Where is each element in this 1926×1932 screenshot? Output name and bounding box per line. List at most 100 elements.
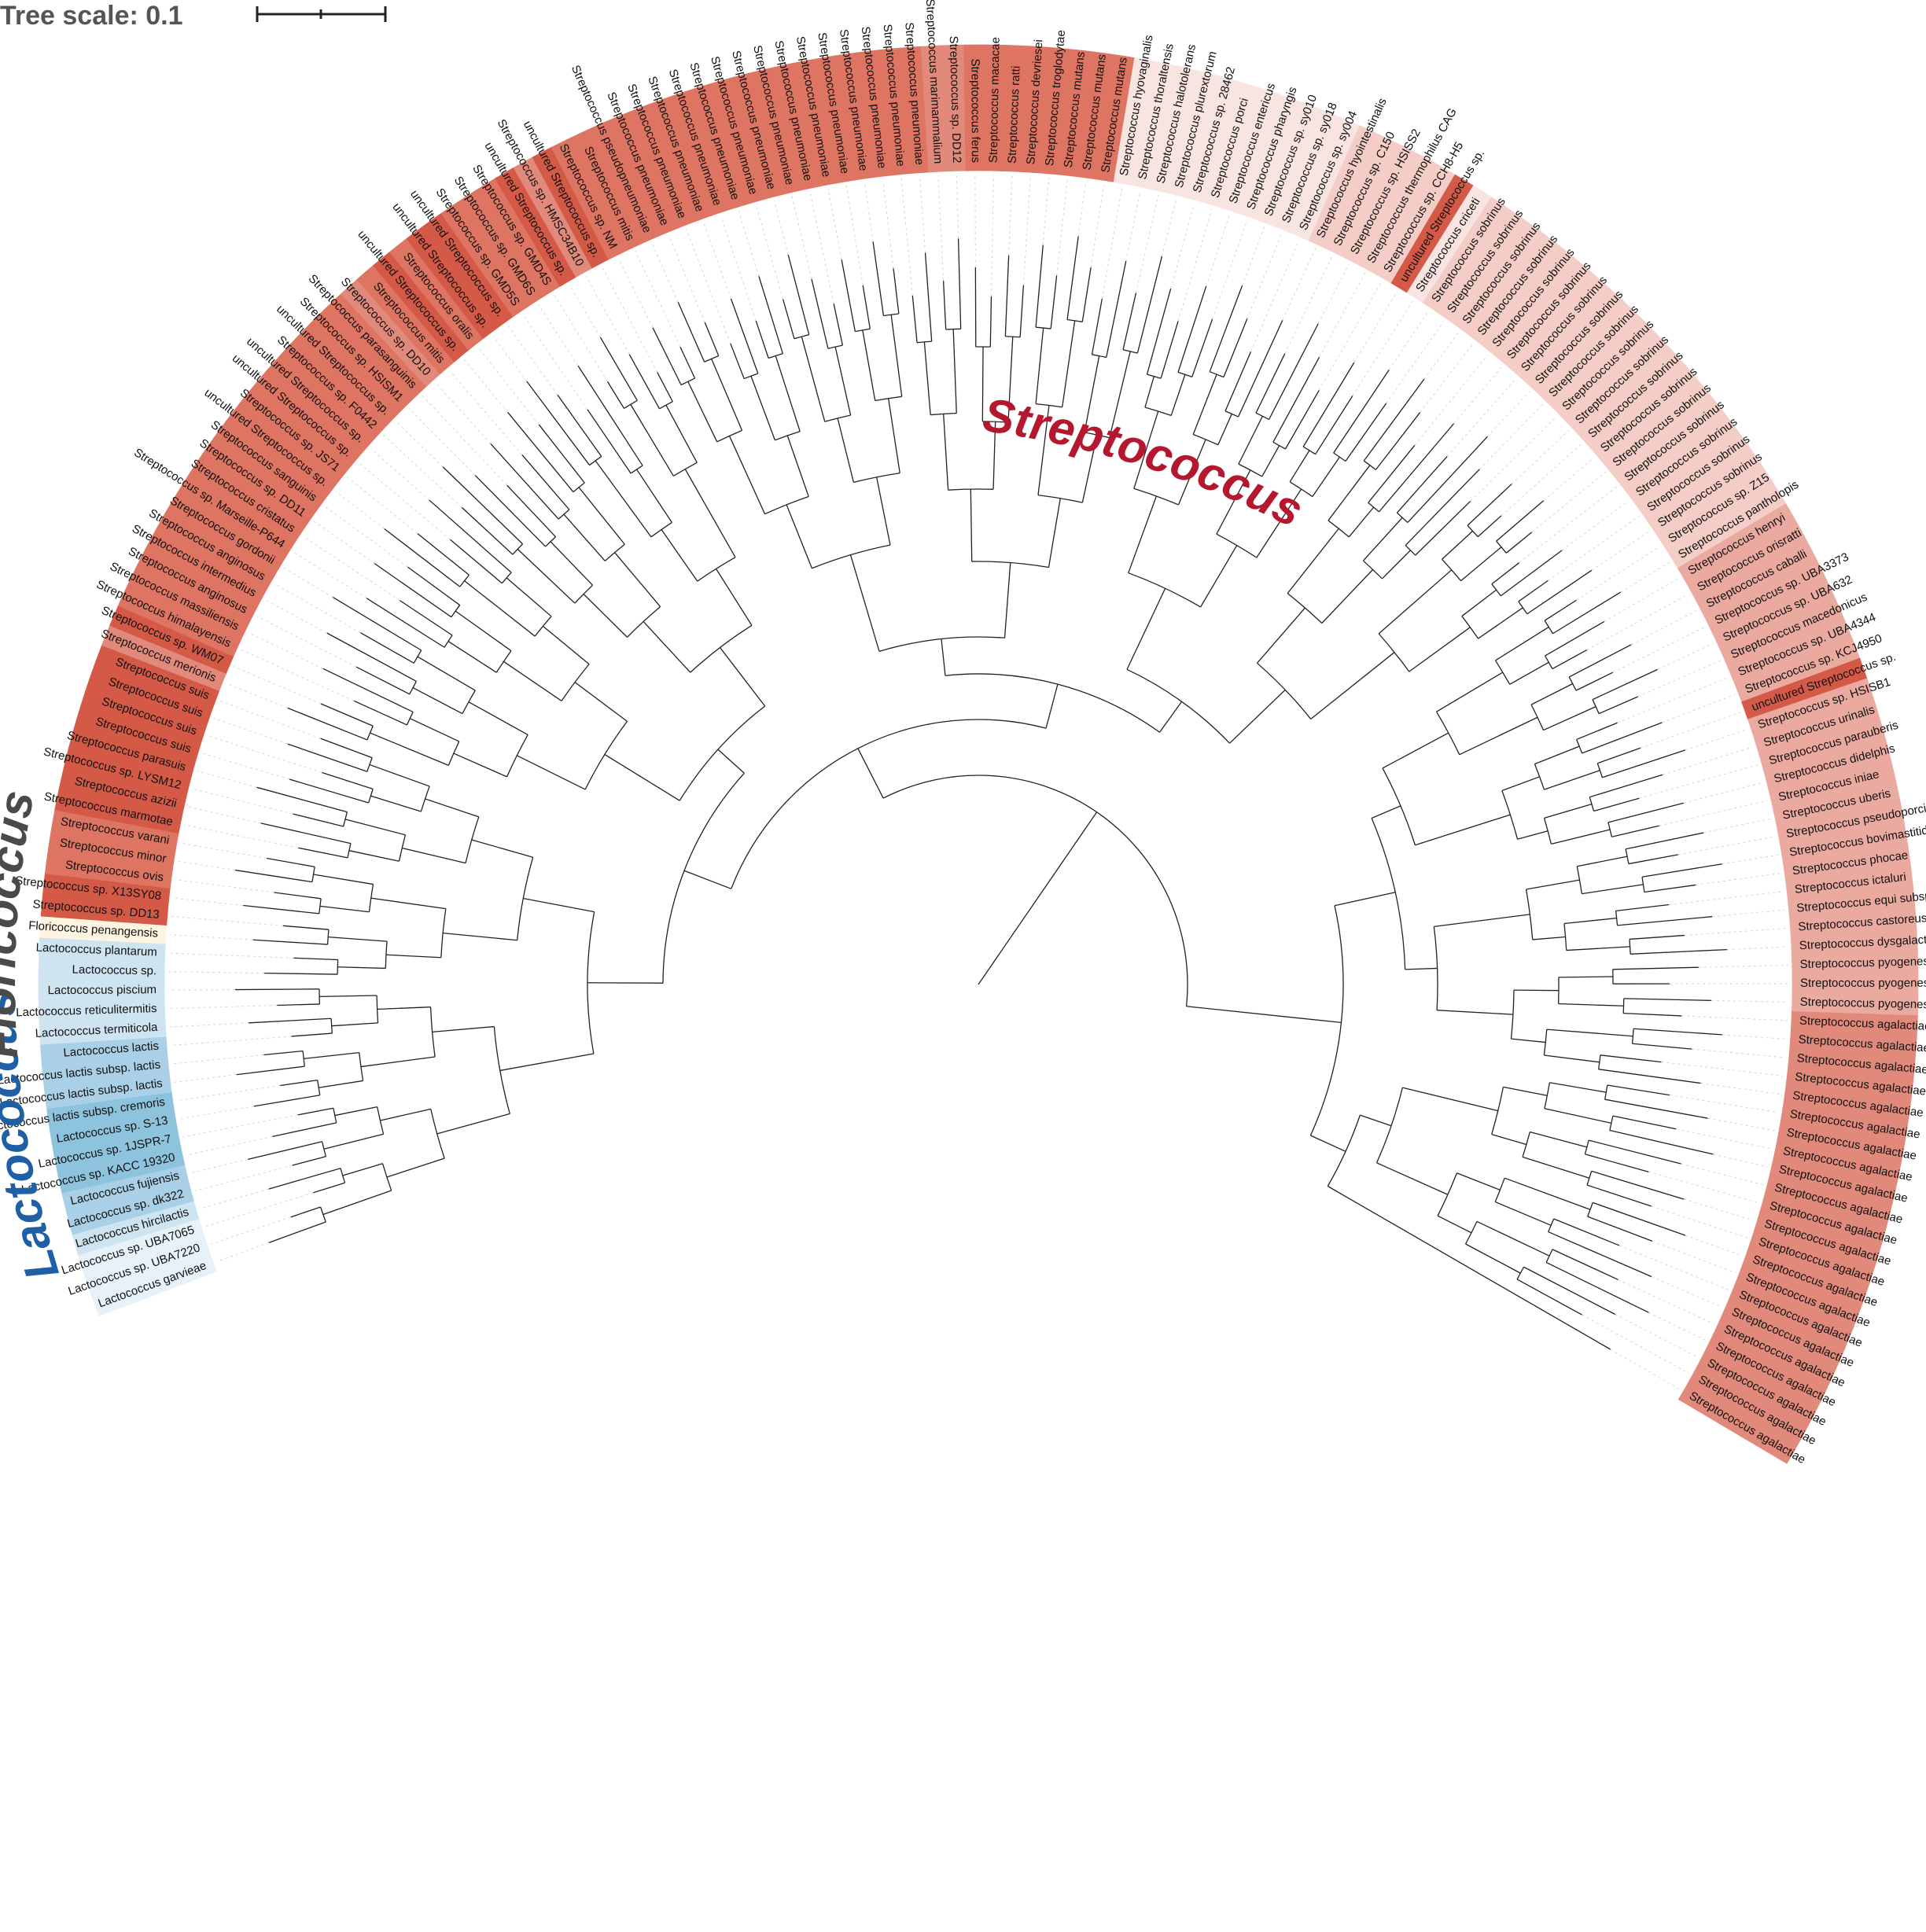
tree-branch (882, 775, 1188, 1006)
tree-branch (313, 1182, 345, 1194)
tree-branch (1526, 879, 1580, 890)
leaf-guide-line (1604, 577, 1680, 622)
tree-branch (1004, 255, 1010, 337)
tree-branch (872, 241, 885, 316)
tree-branch (1375, 1087, 1403, 1164)
tree-branch (1362, 517, 1403, 561)
tree-branch (366, 598, 445, 648)
tree-branch (328, 936, 388, 942)
tree-branch (1170, 374, 1186, 416)
leaf-guide-lines (168, 175, 1789, 1390)
tree-branch (436, 1113, 510, 1135)
tree-branch (862, 285, 871, 329)
tree-branch (690, 624, 753, 673)
taxon-label: Streptococcus ratti (1005, 65, 1022, 164)
tree-branch (386, 1157, 445, 1178)
taxon-color-ring (38, 44, 1919, 1464)
leaf-guide-line (1696, 872, 1781, 885)
tree-branch (1261, 445, 1280, 477)
tree-branch (1552, 649, 1588, 670)
tree-branch (1379, 423, 1455, 513)
leaf-guide-line (1420, 343, 1474, 413)
tree-branch (1229, 689, 1286, 744)
tree-branch (1407, 436, 1488, 523)
tree-branch (334, 1106, 377, 1117)
tree-branch (264, 972, 338, 975)
tree-branch (1224, 351, 1252, 411)
tree-branch (730, 343, 745, 379)
tree-branch (1321, 569, 1374, 624)
tree-branch (1402, 1087, 1498, 1112)
tree-branch (1544, 803, 1593, 819)
tree-branch (1159, 701, 1183, 733)
leaf-guide-line (216, 1242, 270, 1262)
tree-branch (1577, 856, 1628, 867)
leaf-guide-line (703, 222, 732, 300)
tree-branch (659, 401, 673, 410)
tree-branch (442, 466, 523, 545)
taxon-label: Streptococcus pyogenes (1799, 955, 1926, 971)
tree-branch (1192, 433, 1219, 446)
leaf-guide-line (1722, 1034, 1787, 1040)
tree-branch (758, 276, 784, 354)
tree-branch (1456, 1172, 1501, 1190)
leaf-guide-line (651, 243, 679, 303)
tree-scale-label: Tree scale: 0.1 (0, 1, 183, 31)
leaf-guide-line (809, 192, 834, 304)
tree-branch (1582, 722, 1663, 754)
tree-branch (235, 988, 320, 991)
tree-branch (1584, 1139, 1589, 1154)
tree-branch (453, 753, 507, 778)
leaf-guide-line (1548, 515, 1640, 581)
tree-branches (235, 236, 1727, 1350)
tree-branch (893, 268, 900, 315)
leaf-guide-line (1631, 609, 1697, 646)
tree-branch (407, 566, 461, 606)
leaf-guide-line (1711, 909, 1785, 918)
tree-branch (1216, 469, 1251, 535)
tree-branch (1238, 463, 1263, 477)
tree-branch (1050, 275, 1058, 329)
tree-branch (1192, 374, 1217, 435)
leaf-guide-line (293, 551, 367, 599)
leaf-guide-line (169, 934, 253, 940)
tree-branch (1491, 1133, 1527, 1146)
tree-branch (719, 647, 766, 707)
leaf-guide-line (668, 235, 705, 323)
taxon-label: Streptococcus macacae (987, 37, 1003, 163)
tree-branch (263, 1050, 304, 1056)
tree-branch (1405, 545, 1416, 556)
tree-branch (1591, 1170, 1685, 1200)
tree-branch (429, 499, 512, 573)
tree-branch (333, 597, 422, 651)
tree-branch (1268, 323, 1319, 420)
leaf-guide-line (1683, 782, 1763, 804)
tree-branch (587, 409, 632, 474)
tree-branch (1199, 545, 1238, 608)
tree-branch (1434, 914, 1530, 928)
leaf-guide-line (1135, 194, 1159, 293)
leaf-guide-line (1648, 1312, 1707, 1341)
tree-branch (493, 1026, 510, 1114)
leaf-guide-line (1170, 204, 1195, 289)
leaf-guide-line (522, 314, 588, 410)
tree-branch (643, 621, 691, 673)
tree-branch (1007, 337, 1014, 423)
tree-branch (380, 1108, 431, 1121)
tree-branch (538, 424, 585, 484)
tree-branch (277, 1003, 320, 1006)
tree-branch (704, 322, 720, 356)
tree-branch (1126, 587, 1166, 670)
tree-branch (1122, 293, 1137, 350)
tree-branch (1615, 903, 1670, 911)
tree-branch (1604, 1084, 1608, 1100)
tree-branch (755, 320, 769, 359)
tree-branch (1623, 1012, 1682, 1017)
leaf-guide-line (1612, 626, 1706, 673)
leaf-guide-line (171, 915, 284, 926)
tree-branch (1586, 1184, 1652, 1207)
leaf-guide-line (1453, 366, 1503, 425)
tree-branch (1604, 1098, 1708, 1119)
tree-branch (370, 795, 422, 812)
tree-branch (1128, 495, 1157, 573)
